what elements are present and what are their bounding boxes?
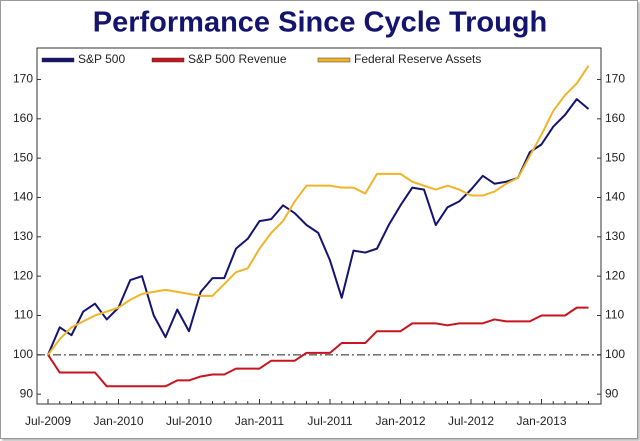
y-tick-label: 100 bbox=[13, 347, 33, 361]
y-tick-label: 120 bbox=[13, 268, 33, 282]
y-tick-label: 110 bbox=[14, 308, 33, 322]
legend-label: S&P 500 bbox=[78, 52, 125, 66]
legend-swatch bbox=[151, 57, 185, 63]
y2-tick-label: 170 bbox=[605, 72, 625, 86]
y2-tick-label: 90 bbox=[605, 386, 619, 400]
x-tick-label: Jul-2010 bbox=[166, 414, 212, 428]
x-tick-label: Jan-2010 bbox=[93, 414, 143, 428]
legend-swatch bbox=[41, 57, 75, 63]
chart-title: Performance Since Cycle Trough bbox=[93, 7, 547, 39]
x-tick-label: Jan-2011 bbox=[235, 414, 284, 428]
y2-tick-label: 130 bbox=[605, 229, 625, 243]
series-line bbox=[47, 65, 590, 356]
y-tick-label: 150 bbox=[13, 150, 33, 164]
plot-frame bbox=[36, 47, 602, 405]
y2-tick-label: 150 bbox=[605, 150, 625, 164]
y-tick-label: 140 bbox=[13, 190, 33, 204]
series-line bbox=[47, 98, 590, 356]
y-tick-label: 130 bbox=[13, 229, 33, 243]
y2-tick-label: 100 bbox=[605, 347, 625, 361]
x-tick-label: Jul-2012 bbox=[448, 414, 494, 428]
y2-tick-label: 120 bbox=[605, 268, 625, 282]
x-tick-label: Jan-2012 bbox=[375, 414, 425, 428]
y-tick-label: 160 bbox=[13, 111, 33, 125]
x-tick-label: Jan-2013 bbox=[516, 414, 566, 428]
legend-label: Federal Reserve Assets bbox=[354, 52, 481, 66]
y-tick-label: 90 bbox=[20, 386, 34, 400]
series-line bbox=[47, 306, 589, 388]
legend-swatch bbox=[317, 57, 351, 63]
x-tick-label: Jul-2011 bbox=[307, 414, 352, 428]
y2-tick-label: 160 bbox=[605, 111, 625, 125]
y2-tick-label: 110 bbox=[605, 308, 624, 322]
y2-tick-label: 140 bbox=[605, 190, 625, 204]
y-tick-label: 170 bbox=[13, 72, 33, 86]
x-tick-label: Jul-2009 bbox=[25, 414, 71, 428]
legend-label: S&P 500 Revenue bbox=[188, 52, 287, 66]
